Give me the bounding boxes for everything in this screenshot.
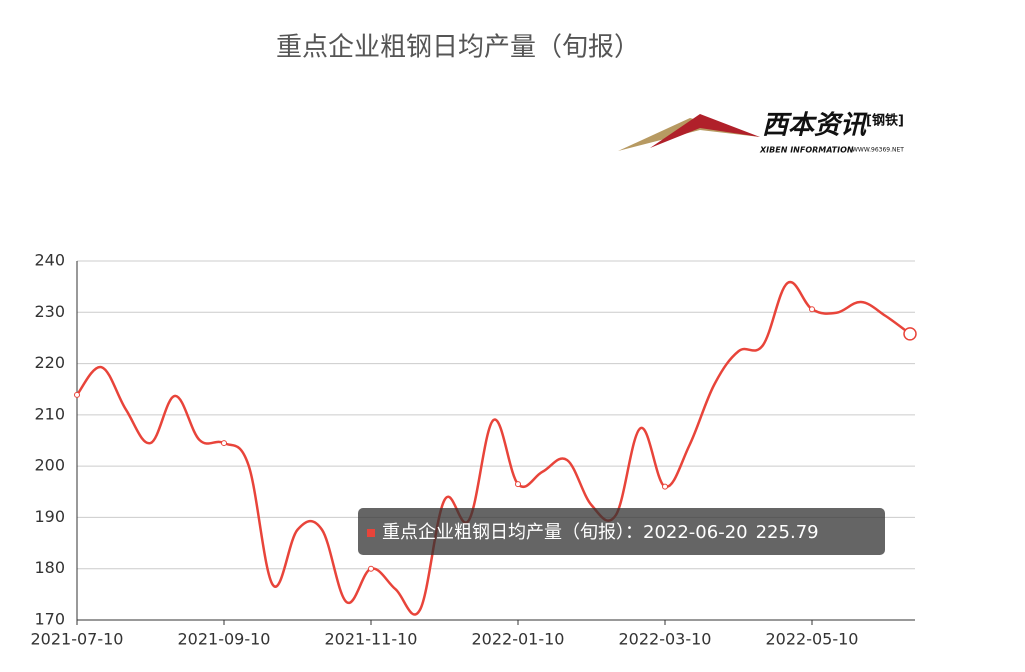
y-tick-label: 170 [34, 610, 65, 629]
x-tick-label: 2021-09-10 [178, 630, 271, 649]
y-tick-label: 180 [34, 558, 65, 577]
y-tick-label: 230 [34, 302, 65, 321]
point [368, 565, 374, 572]
tooltip-part: 225.79 [756, 522, 819, 543]
point [221, 440, 227, 447]
tooltip-box [358, 508, 885, 555]
point [809, 306, 815, 313]
point [74, 391, 80, 398]
point [662, 483, 668, 490]
logo: 西本资讯 [钢铁] XIBEN INFORMATION WWW.96369.NE… [618, 111, 904, 155]
logo-name: 西本资讯 [762, 111, 868, 141]
x-tick-label: 2021-11-10 [325, 630, 418, 649]
x-tick-label: 2022-01-10 [472, 630, 565, 649]
line [75, 280, 911, 616]
tooltip: 重点企业粗钢日均产量（旬报）：2022-06-20 225.79 [358, 508, 885, 555]
point [515, 481, 521, 488]
x-tick-label: 2021-07-10 [31, 630, 124, 649]
y-tick-label: 240 [34, 251, 65, 270]
x-tick-label: 2022-03-10 [619, 630, 712, 649]
y-tick-label: 220 [34, 353, 65, 372]
logo-url: WWW.96369.NET [852, 147, 904, 154]
point [903, 327, 917, 341]
y-tick-label: 190 [34, 507, 65, 526]
y-tick-label: 200 [34, 456, 65, 475]
x-tick-label: 2022-05-10 [766, 630, 859, 649]
tooltip-part: ： [625, 522, 643, 543]
tooltip-marker [367, 529, 375, 537]
logo-tag: [钢铁] [866, 113, 904, 129]
tooltip-part: 重点企业粗钢日均产量（旬报） [382, 522, 625, 543]
tooltip-text: 重点企业粗钢日均产量（旬报）：2022-06-20 225.79 [382, 522, 819, 543]
logo-mountain [650, 114, 760, 148]
chart-title: 重点企业粗钢日均产量（旬报） [276, 33, 640, 63]
logo-english: XIBEN INFORMATION [759, 146, 854, 155]
tooltip-part: 2022-06-20 [643, 522, 748, 543]
y-tick-label: 210 [34, 404, 65, 423]
